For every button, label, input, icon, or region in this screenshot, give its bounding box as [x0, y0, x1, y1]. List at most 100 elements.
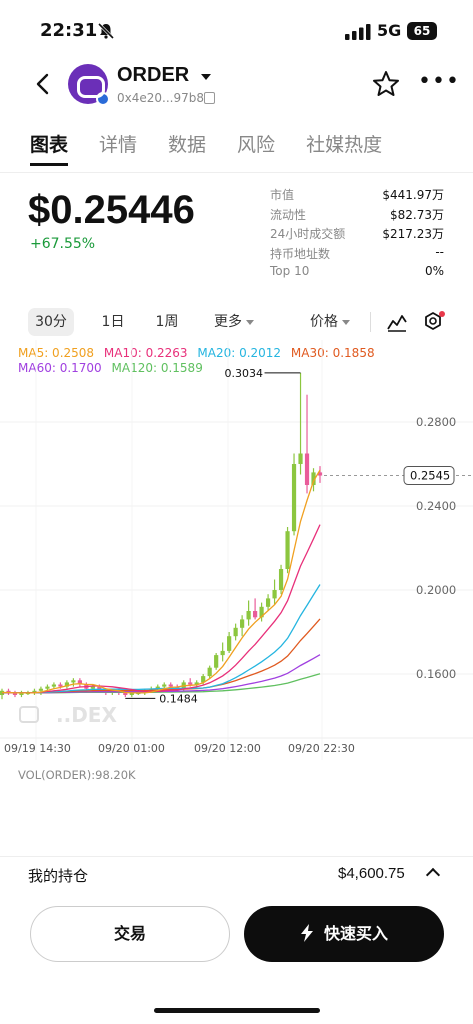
token-name[interactable]: ORDER [117, 64, 190, 86]
stat-label: 市值 [270, 188, 295, 202]
holding-label: 我的持仓 [28, 867, 89, 885]
candle-body [123, 692, 128, 695]
trade-button[interactable]: 交易 [30, 906, 230, 962]
y-tick-label: 0.1600 [416, 667, 456, 681]
y-tick-label: 0.2400 [416, 499, 456, 513]
timeframe-1w-button[interactable]: 1周 [155, 314, 179, 330]
candle-body [194, 682, 199, 685]
chain-badge-icon [96, 92, 110, 106]
stat-value: 0% [424, 264, 444, 278]
stat-row: 市值 $441.97万 [270, 186, 444, 206]
low-price-label: 0.1484 [159, 692, 198, 705]
home-indicator [154, 1008, 320, 1013]
current-price-tag [403, 466, 455, 486]
indicator-icon[interactable] [386, 312, 408, 332]
chevron-down-icon[interactable] [201, 74, 211, 80]
candle-body [6, 690, 11, 693]
tab-social[interactable]: 社媒热度 [306, 134, 383, 156]
x-tick-label: 09/19 14:30 [4, 742, 71, 755]
candle-body [304, 453, 310, 485]
timeframe-1d-button[interactable]: 1日 [101, 314, 125, 330]
chevron-down-icon [342, 319, 350, 325]
candle-body [19, 692, 24, 695]
ma5-line [2, 469, 321, 694]
bell-muted-icon [97, 22, 115, 40]
ma10-line [2, 524, 321, 694]
timeframe-bar: 30分 1日 1周 更多 价格 [0, 308, 473, 336]
stat-value: $82.73万 [390, 207, 444, 222]
candle-body [12, 692, 18, 695]
stat-label: 流动性 [270, 207, 307, 222]
back-arrow-icon[interactable] [32, 72, 54, 96]
candle-body [220, 650, 225, 656]
candle-body [285, 531, 290, 569]
stat-value: -- [435, 244, 444, 259]
candle-body [227, 636, 232, 651]
stat-label: 24小时成交额 [270, 227, 346, 241]
timeframe-more-dropdown[interactable]: 更多 [206, 308, 262, 336]
watermark-text: ..DEX [56, 703, 117, 727]
ma60-value: MA60: 0.1700 [18, 361, 102, 375]
ma120-value: MA120: 0.1589 [111, 361, 203, 375]
stat-label: Top 10 [270, 264, 310, 278]
ma30-value: MA30: 0.1858 [290, 346, 375, 360]
tab-data[interactable]: 数据 [168, 134, 207, 156]
ma20-value: MA20: 0.2012 [197, 346, 282, 360]
quick-buy-button[interactable]: 快速买入 [244, 906, 444, 962]
network-type: 5G [377, 21, 402, 40]
battery-icon: 65 [407, 22, 437, 40]
price-mode-dropdown[interactable]: 价格 [302, 308, 358, 336]
tab-risk[interactable]: 风险 [237, 134, 276, 156]
candle-body [45, 686, 50, 689]
stat-row: 流动性 $82.73万 [270, 206, 444, 226]
candle-body [90, 686, 95, 689]
more-label: 更多 [214, 314, 242, 330]
high-price-label: 0.3034 [225, 367, 264, 380]
chevron-up-icon[interactable] [425, 867, 441, 883]
status-time: 22:31 [40, 20, 98, 41]
token-logo [68, 64, 110, 106]
candle-body [214, 655, 219, 668]
x-tick-label: 09/20 22:30 [288, 742, 355, 755]
timeframe-30m-button[interactable]: 30分 [28, 308, 74, 336]
candle-body [188, 682, 193, 685]
candle-body [32, 690, 37, 693]
candle-body [311, 472, 316, 485]
stat-row: 持币地址数 -- [270, 245, 444, 265]
candle-body [240, 619, 245, 628]
y-tick-label: 0.2800 [416, 415, 456, 429]
candle-body [201, 676, 206, 683]
copy-icon[interactable] [204, 92, 215, 104]
watermark-icon [19, 706, 39, 723]
candle-body [129, 692, 134, 695]
candle-body [317, 472, 323, 476]
candle-body [168, 684, 173, 687]
candle-body [38, 688, 44, 691]
candle-body [298, 453, 303, 464]
price-chart[interactable]: 0.2800 0.2400 0.2000 0.1600 09/19 14:30 09/20… [0, 340, 473, 760]
status-bar: 22:31 5G 65 [0, 0, 473, 52]
tab-bar: 图表 详情 数据 风险 社媒热度 [30, 130, 413, 166]
candle-body [77, 680, 82, 685]
y-tick-label: 0.2000 [416, 583, 456, 597]
current-price-label: 0.2545 [410, 469, 450, 483]
token-stats: 市值 $441.97万 流动性 $82.73万 24小时成交额 $217.23万 持币… [270, 186, 444, 284]
more-options-icon[interactable]: ••• [418, 69, 460, 94]
current-price: $0.25446 [28, 188, 195, 232]
candle-body [272, 590, 277, 599]
candle-body [233, 627, 238, 637]
x-tick-label: 09/20 01:00 [98, 742, 165, 755]
candle-body [207, 667, 212, 677]
stat-label: 持币地址数 [270, 246, 331, 261]
star-icon[interactable] [372, 70, 400, 98]
candle-body [259, 606, 264, 618]
stat-value: $441.97万 [382, 188, 444, 202]
candle-body [64, 682, 69, 687]
tab-details[interactable]: 详情 [99, 134, 138, 156]
token-address: 0x4e20...97b8 [117, 91, 204, 105]
settings-icon[interactable] [422, 310, 448, 334]
holding-row[interactable]: 我的持仓 $4,600.75 [0, 856, 473, 896]
tab-chart[interactable]: 图表 [30, 130, 69, 166]
volume-label: VOL(ORDER):98.20K [18, 768, 136, 782]
candle-body [175, 686, 180, 689]
